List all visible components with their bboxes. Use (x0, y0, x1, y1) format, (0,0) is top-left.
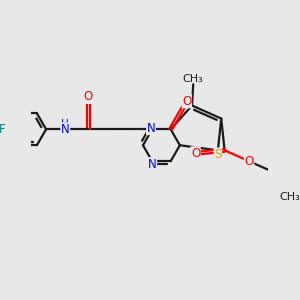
Text: N: N (147, 122, 155, 135)
Text: F: F (0, 123, 6, 136)
Text: CH₃: CH₃ (280, 192, 300, 202)
Text: N: N (148, 158, 157, 171)
Text: O: O (182, 95, 191, 108)
Text: O: O (244, 155, 254, 168)
Text: O: O (84, 90, 93, 104)
Text: O: O (191, 147, 200, 160)
Text: CH₃: CH₃ (183, 74, 204, 84)
Text: S: S (214, 148, 222, 161)
Text: H: H (61, 119, 69, 129)
Text: N: N (61, 123, 70, 136)
